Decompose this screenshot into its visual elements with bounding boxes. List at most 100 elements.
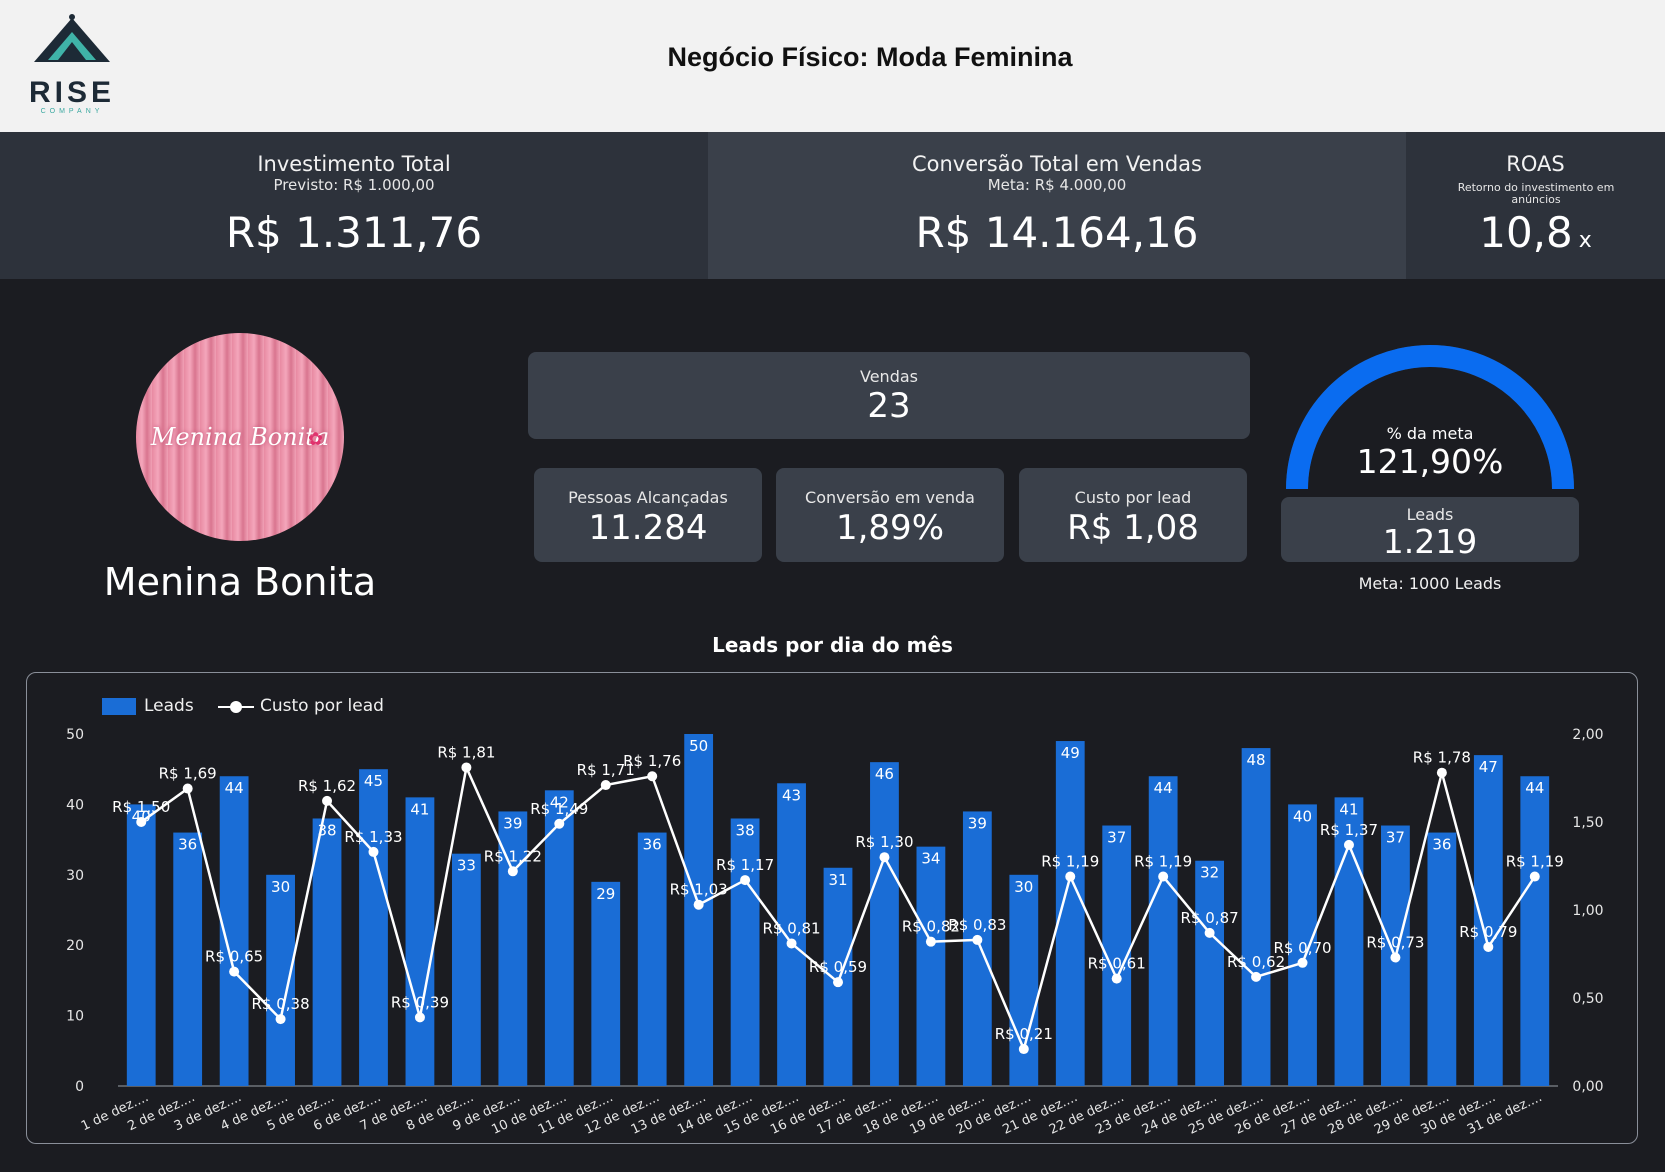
logo-subtitle: COMPANY xyxy=(40,108,104,115)
cpl-point xyxy=(1297,957,1308,968)
bar-data-label: 39 xyxy=(968,814,987,832)
legend-cpl-dot xyxy=(230,701,242,713)
cpl-point xyxy=(1204,927,1215,938)
cpl-data-label: R$ 1,17 xyxy=(716,856,774,874)
card-label: Conversão em venda xyxy=(805,488,975,507)
roas-unit: x xyxy=(1578,228,1592,253)
bar-data-label: 29 xyxy=(596,885,615,903)
cpl-data-label: R$ 1,62 xyxy=(298,777,356,795)
cpl-point xyxy=(275,1014,286,1025)
cpl-data-label: R$ 0,59 xyxy=(809,958,867,976)
card-value: 1,89% xyxy=(835,508,944,548)
cpl-point xyxy=(136,817,147,827)
legend-leads-label: Leads xyxy=(144,696,194,716)
brand-logo-text: Menina Bonita xyxy=(150,423,330,451)
cpl-point xyxy=(647,771,658,782)
bar-leads xyxy=(1427,832,1457,1086)
cpl-data-label: R$ 0,79 xyxy=(1459,923,1517,941)
cpl-data-label: R$ 0,87 xyxy=(1181,909,1239,927)
y-left-tick-label: 50 xyxy=(66,727,84,743)
brand-name: Menina Bonita xyxy=(103,560,377,604)
bar-data-label: 31 xyxy=(828,871,847,889)
y-left-tick-label: 40 xyxy=(66,797,84,813)
bar-data-label: 41 xyxy=(1339,800,1358,818)
cpl-point xyxy=(554,818,565,829)
bar-data-label: 48 xyxy=(1247,751,1266,769)
cpl-data-label: R$ 0,21 xyxy=(995,1025,1053,1043)
bar-data-label: 45 xyxy=(364,772,383,790)
cpl-point xyxy=(1436,767,1447,778)
cpl-data-label: R$ 0,73 xyxy=(1366,934,1424,952)
cpl-data-label: R$ 1,30 xyxy=(855,833,913,851)
cpl-point xyxy=(1390,952,1401,963)
bar-leads xyxy=(823,867,853,1086)
cpl-data-label: R$ 0,81 xyxy=(762,919,820,937)
cpl-point xyxy=(833,977,843,988)
cpl-point xyxy=(1158,871,1169,882)
card-value: 11.284 xyxy=(588,508,708,548)
kpi-title: Investimento Total xyxy=(257,152,451,176)
bar-leads xyxy=(173,832,203,1086)
card-leads: Leads 1.219 xyxy=(1281,497,1579,562)
card-label: Vendas xyxy=(860,367,918,386)
cpl-point xyxy=(507,866,518,877)
bar-data-label: 34 xyxy=(921,850,940,868)
card-vendas: Vendas 23 xyxy=(528,352,1250,439)
bar-leads xyxy=(1241,748,1271,1086)
kpi-investimento-total: Investimento Total Previsto: R$ 1.000,00… xyxy=(0,132,708,279)
gauge-value: 121,90% xyxy=(1356,442,1504,481)
bar-data-label: 44 xyxy=(1525,779,1544,797)
cpl-data-label: R$ 0,61 xyxy=(1088,955,1146,973)
roas-number: 10,8 xyxy=(1479,208,1573,257)
card-label: Leads xyxy=(1406,505,1454,524)
bar-data-label: 37 xyxy=(1386,829,1405,847)
bar-leads xyxy=(1520,776,1550,1086)
bar-data-label: 33 xyxy=(457,857,476,875)
bar-data-label: 36 xyxy=(1432,836,1451,854)
bar-data-label: 32 xyxy=(1200,864,1219,882)
bar-data-label: 38 xyxy=(736,821,755,839)
bar-data-label: 46 xyxy=(875,765,894,783)
leads-per-day-chart: 0 10 20 30 40 50 0,00 0,50 1,00 1,50 2,00 40 36 44 30 3… xyxy=(66,727,1603,1138)
bar-leads xyxy=(870,762,899,1086)
cpl-point xyxy=(414,1012,425,1023)
chart-title: Leads por dia do mês xyxy=(712,633,953,657)
bar-leads xyxy=(637,832,667,1086)
cpl-data-label: R$ 1,37 xyxy=(1320,821,1378,839)
brand-logo: Menina Bonita ✿ xyxy=(136,333,344,541)
cpl-data-label: R$ 1,69 xyxy=(159,765,217,783)
bar-leads xyxy=(591,881,621,1086)
bar-leads xyxy=(777,783,806,1086)
cpl-point xyxy=(879,852,890,863)
cpl-point xyxy=(1529,871,1540,882)
bar-leads xyxy=(962,811,992,1086)
cpl-point xyxy=(740,875,751,886)
card-value: 23 xyxy=(867,386,911,426)
bar-leads xyxy=(1288,804,1317,1086)
bar-leads xyxy=(730,818,760,1086)
cpl-data-label: R$ 1,03 xyxy=(670,881,728,899)
card-label: Custo por lead xyxy=(1074,488,1192,507)
header-bar: RISE COMPANY Negócio Físico: Moda Femini… xyxy=(0,0,1665,132)
y-left-tick-label: 10 xyxy=(66,1009,84,1025)
y-right-tick-label: 1,50 xyxy=(1572,815,1603,831)
bar-data-label: 44 xyxy=(225,779,244,797)
logo-word: RISE xyxy=(28,76,116,109)
bar-leads xyxy=(359,769,388,1086)
y-right-tick-label: 2,00 xyxy=(1572,727,1603,743)
cpl-point xyxy=(461,762,472,773)
cpl-data-label: R$ 0,62 xyxy=(1227,953,1285,971)
kpi-value: 10,8 x xyxy=(1406,208,1665,257)
kpi-value: R$ 14.164,16 xyxy=(915,208,1199,257)
bar-leads xyxy=(916,846,946,1086)
cpl-point xyxy=(925,936,936,947)
y-left-tick-label: 30 xyxy=(66,868,84,884)
cpl-point xyxy=(229,966,240,977)
card-custo-por-lead: Custo por lead R$ 1,08 xyxy=(1019,468,1247,562)
cpl-data-label: R$ 1,81 xyxy=(437,743,495,761)
cpl-point xyxy=(1018,1044,1029,1055)
bar-leads xyxy=(498,811,528,1086)
bar-leads xyxy=(1009,874,1039,1086)
cpl-point xyxy=(368,846,379,857)
bar-data-label: 30 xyxy=(1014,878,1033,896)
